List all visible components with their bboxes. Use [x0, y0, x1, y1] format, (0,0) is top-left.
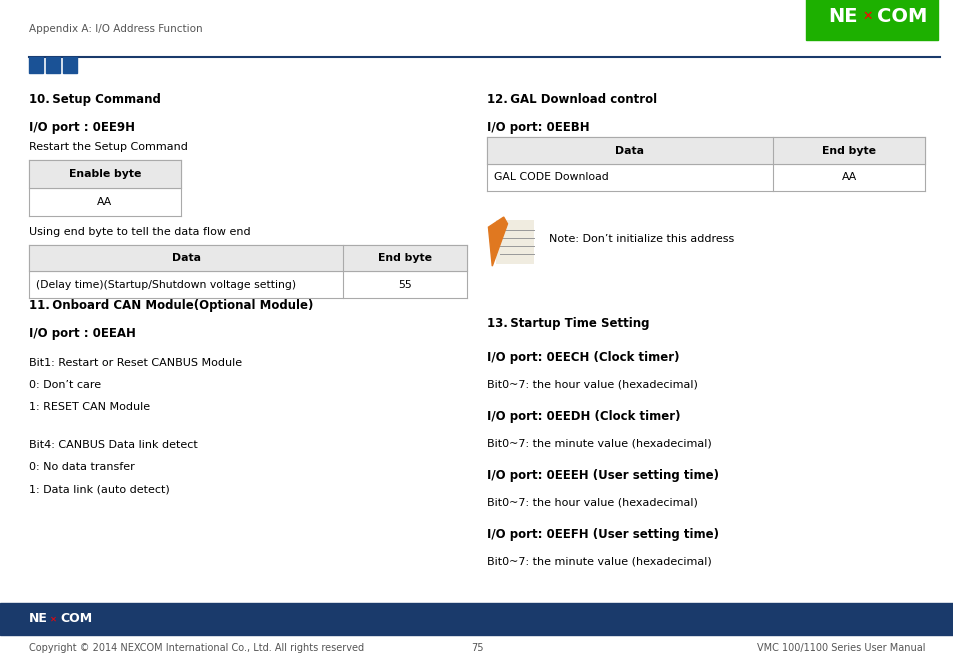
Text: (Delay time)(Startup/Shutdown voltage setting): (Delay time)(Startup/Shutdown voltage se… — [36, 280, 296, 290]
Bar — [0, 603, 953, 635]
Text: GAL CODE Download: GAL CODE Download — [494, 173, 608, 182]
Bar — [46, 57, 60, 73]
Text: I/O port : 0EE9H: I/O port : 0EE9H — [29, 121, 134, 134]
Bar — [805, 0, 937, 40]
Text: I/O port: 0EEEH (User setting time): I/O port: 0EEEH (User setting time) — [486, 469, 718, 482]
Text: End byte: End byte — [378, 253, 432, 263]
Bar — [29, 245, 467, 271]
Text: Bit0~7: the hour value (hexadecimal): Bit0~7: the hour value (hexadecimal) — [486, 379, 697, 389]
Text: I/O port: 0EEBH: I/O port: 0EEBH — [486, 121, 589, 134]
Text: ✕: ✕ — [50, 614, 56, 624]
Text: ✕: ✕ — [862, 9, 872, 23]
Text: Data: Data — [615, 146, 643, 155]
Text: Bit0~7: the hour value (hexadecimal): Bit0~7: the hour value (hexadecimal) — [486, 497, 697, 507]
Text: 55: 55 — [398, 280, 412, 290]
Text: Bit0~7: the minute value (hexadecimal): Bit0~7: the minute value (hexadecimal) — [486, 556, 711, 566]
Text: COM: COM — [60, 612, 92, 626]
Text: Restart the Setup Command: Restart the Setup Command — [29, 142, 188, 153]
Text: NE: NE — [29, 612, 48, 626]
Text: AA: AA — [97, 198, 112, 207]
Text: I/O port: 0EEDH (Clock timer): I/O port: 0EEDH (Clock timer) — [486, 410, 679, 423]
Text: AA: AA — [841, 173, 856, 182]
Text: 12. GAL Download control: 12. GAL Download control — [486, 93, 656, 106]
Text: Copyright © 2014 NEXCOM International Co., Ltd. All rights reserved: Copyright © 2014 NEXCOM International Co… — [29, 643, 363, 653]
Text: Bit1: Restart or Reset CANBUS Module: Bit1: Restart or Reset CANBUS Module — [29, 358, 241, 368]
Text: 0: Don’t care: 0: Don’t care — [29, 380, 101, 390]
Bar — [496, 220, 534, 264]
Text: Bit4: CANBUS Data link detect: Bit4: CANBUS Data link detect — [29, 440, 197, 450]
Text: 11. Onboard CAN Module(Optional Module): 11. Onboard CAN Module(Optional Module) — [29, 299, 313, 312]
Text: Bit0~7: the minute value (hexadecimal): Bit0~7: the minute value (hexadecimal) — [486, 438, 711, 448]
Text: I/O port: 0EEFH (User setting time): I/O port: 0EEFH (User setting time) — [486, 528, 718, 541]
Bar — [29, 160, 181, 188]
Text: 0: No data transfer: 0: No data transfer — [29, 462, 134, 472]
Text: VMC 100/1100 Series User Manual: VMC 100/1100 Series User Manual — [756, 643, 924, 653]
Text: 75: 75 — [470, 643, 483, 653]
Text: Note: Don’t initialize this address: Note: Don’t initialize this address — [548, 234, 733, 244]
Text: Using end byte to tell the data flow end: Using end byte to tell the data flow end — [29, 227, 250, 237]
Text: COM: COM — [876, 7, 926, 26]
Text: Enable byte: Enable byte — [69, 169, 141, 179]
Text: End byte: End byte — [821, 146, 875, 155]
Bar — [486, 137, 924, 164]
Text: 13. Startup Time Setting: 13. Startup Time Setting — [486, 317, 648, 330]
Text: 1: Data link (auto detect): 1: Data link (auto detect) — [29, 485, 170, 495]
Text: 1: RESET CAN Module: 1: RESET CAN Module — [29, 402, 150, 412]
Bar — [63, 57, 77, 73]
Text: Data: Data — [172, 253, 200, 263]
Bar — [29, 57, 43, 73]
Polygon shape — [488, 217, 507, 266]
Text: 10. Setup Command: 10. Setup Command — [29, 93, 160, 106]
Text: I/O port : 0EEAH: I/O port : 0EEAH — [29, 327, 135, 340]
Text: NE: NE — [827, 7, 857, 26]
Text: Appendix A: I/O Address Function: Appendix A: I/O Address Function — [29, 24, 202, 34]
Text: I/O port: 0EECH (Clock timer): I/O port: 0EECH (Clock timer) — [486, 351, 679, 364]
